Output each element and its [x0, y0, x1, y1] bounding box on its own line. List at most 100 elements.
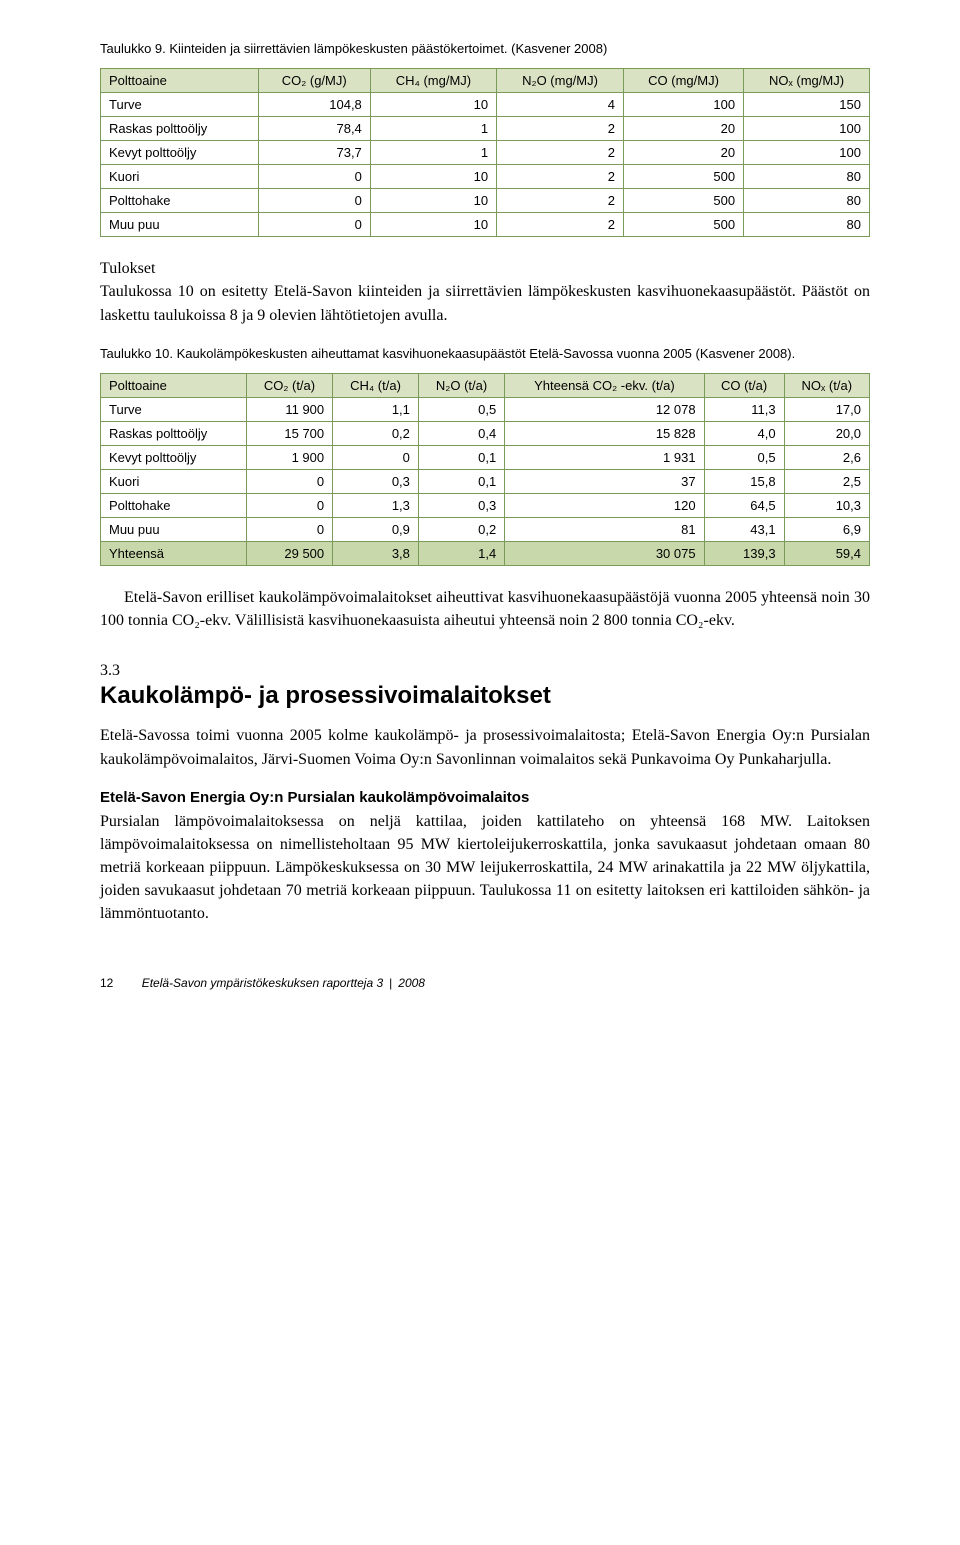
table-cell: 0 [246, 517, 332, 541]
table-cell: 80 [744, 213, 870, 237]
table-cell: 37 [505, 469, 704, 493]
table-cell: 17,0 [784, 397, 869, 421]
table-cell: 0,1 [418, 445, 504, 469]
table-row: Kuori00,30,13715,82,5 [101, 469, 870, 493]
table-cell: 64,5 [704, 493, 784, 517]
table-cell: 12 078 [505, 397, 704, 421]
table-row: Muu puu00,90,28143,16,9 [101, 517, 870, 541]
table-cell: 2 [497, 213, 624, 237]
table9-h1: CO₂ (g/MJ) [258, 69, 370, 93]
table-cell: 59,4 [784, 541, 869, 565]
table-cell: 29 500 [246, 541, 332, 565]
table-cell: 43,1 [704, 517, 784, 541]
table9-h2: CH₄ (mg/MJ) [370, 69, 496, 93]
table-cell: 1 [370, 141, 496, 165]
results-label: Tulokset [100, 260, 155, 277]
table-cell: 100 [744, 141, 870, 165]
table10-h0: Polttoaine [101, 373, 247, 397]
page-footer: 12 Etelä-Savon ympäristökeskuksen raport… [100, 976, 870, 990]
table10-h1: CO₂ (t/a) [246, 373, 332, 397]
table-cell: 0,5 [418, 397, 504, 421]
table-cell: 1,3 [333, 493, 419, 517]
table-cell: 0,9 [333, 517, 419, 541]
subheading: Etelä-Savon Energia Oy:n Pursialan kauko… [100, 789, 870, 806]
table-cell: 1 900 [246, 445, 332, 469]
table-cell: 20 [624, 141, 744, 165]
table9-caption: Taulukko 9. Kiinteiden ja siirrettävien … [100, 40, 870, 58]
table10-h3: N₂O (t/a) [418, 373, 504, 397]
table-row: Raskas polttoöljy78,41220100 [101, 117, 870, 141]
table-cell: 500 [624, 189, 744, 213]
table-row: Polttohake01,30,312064,510,3 [101, 493, 870, 517]
publication-year: 2008 [398, 976, 425, 990]
table-cell: 0 [246, 493, 332, 517]
table-cell: 0 [246, 469, 332, 493]
table-cell: Kuori [101, 165, 259, 189]
table-cell: 10 [370, 165, 496, 189]
table9-h3: N₂O (mg/MJ) [497, 69, 624, 93]
table9-h4: CO (mg/MJ) [624, 69, 744, 93]
table-cell: 150 [744, 93, 870, 117]
table-cell: 1,1 [333, 397, 419, 421]
table-cell: 100 [744, 117, 870, 141]
table-row: Kuori010250080 [101, 165, 870, 189]
table-cell: 80 [744, 165, 870, 189]
table-cell: 81 [505, 517, 704, 541]
results-text: Taulukossa 10 on esitetty Etelä-Savon ki… [100, 283, 870, 323]
table-cell: 2 [497, 165, 624, 189]
table-cell: 15 700 [246, 421, 332, 445]
table-cell: 15,8 [704, 469, 784, 493]
section-title: Kaukolämpö- ja prosessivoimalaitokset [100, 682, 870, 710]
table-cell: 0 [258, 189, 370, 213]
table-row: Polttohake010250080 [101, 189, 870, 213]
table-cell: 104,8 [258, 93, 370, 117]
table-cell: Kevyt polttoöljy [101, 445, 247, 469]
table-cell: 0,3 [418, 493, 504, 517]
table-cell: 500 [624, 165, 744, 189]
table-cell: 0,5 [704, 445, 784, 469]
section-number: 3.3 [100, 662, 870, 680]
table-cell: Polttohake [101, 493, 247, 517]
table-row: Kevyt polttoöljy73,71220100 [101, 141, 870, 165]
table-cell: 139,3 [704, 541, 784, 565]
table-cell: 0,2 [418, 517, 504, 541]
table-cell: 0 [333, 445, 419, 469]
table-cell: Kuori [101, 469, 247, 493]
table-cell: 73,7 [258, 141, 370, 165]
results-paragraph: Tulokset Taulukossa 10 on esitetty Etelä… [100, 257, 870, 327]
table9-h5: NOₓ (mg/MJ) [744, 69, 870, 93]
table10-h4: Yhteensä CO₂ -ekv. (t/a) [505, 373, 704, 397]
table-cell: Raskas polttoöljy [101, 421, 247, 445]
table-cell: 10,3 [784, 493, 869, 517]
table-cell: 80 [744, 189, 870, 213]
table10-caption: Taulukko 10. Kaukolämpökeskusten aiheutt… [100, 345, 870, 363]
table-cell: 10 [370, 93, 496, 117]
table-cell: 3,8 [333, 541, 419, 565]
publication-info: Etelä-Savon ympäristökeskuksen raporttej… [142, 976, 425, 990]
table-cell: Kevyt polttoöljy [101, 141, 259, 165]
table-cell: 0,3 [333, 469, 419, 493]
table10-h2: CH₄ (t/a) [333, 373, 419, 397]
table-cell: Turve [101, 397, 247, 421]
table-cell: Polttohake [101, 189, 259, 213]
table-cell: 0,4 [418, 421, 504, 445]
table-cell: Muu puu [101, 517, 247, 541]
table9: Polttoaine CO₂ (g/MJ) CH₄ (mg/MJ) N₂O (m… [100, 68, 870, 237]
table-cell: 2,6 [784, 445, 869, 469]
table-cell: 30 075 [505, 541, 704, 565]
table-cell: 2,5 [784, 469, 869, 493]
table-row: Turve104,8104100150 [101, 93, 870, 117]
table-cell: 100 [624, 93, 744, 117]
table-cell: 2 [497, 189, 624, 213]
table-cell: 78,4 [258, 117, 370, 141]
page-number: 12 [100, 976, 113, 990]
table-cell: 4 [497, 93, 624, 117]
table-cell: 11,3 [704, 397, 784, 421]
table-cell: 0,2 [333, 421, 419, 445]
table-cell: 11 900 [246, 397, 332, 421]
table-cell: 15 828 [505, 421, 704, 445]
table-cell: Turve [101, 93, 259, 117]
table-cell: Yhteensä [101, 541, 247, 565]
table9-h0: Polttoaine [101, 69, 259, 93]
table-cell: 1,4 [418, 541, 504, 565]
